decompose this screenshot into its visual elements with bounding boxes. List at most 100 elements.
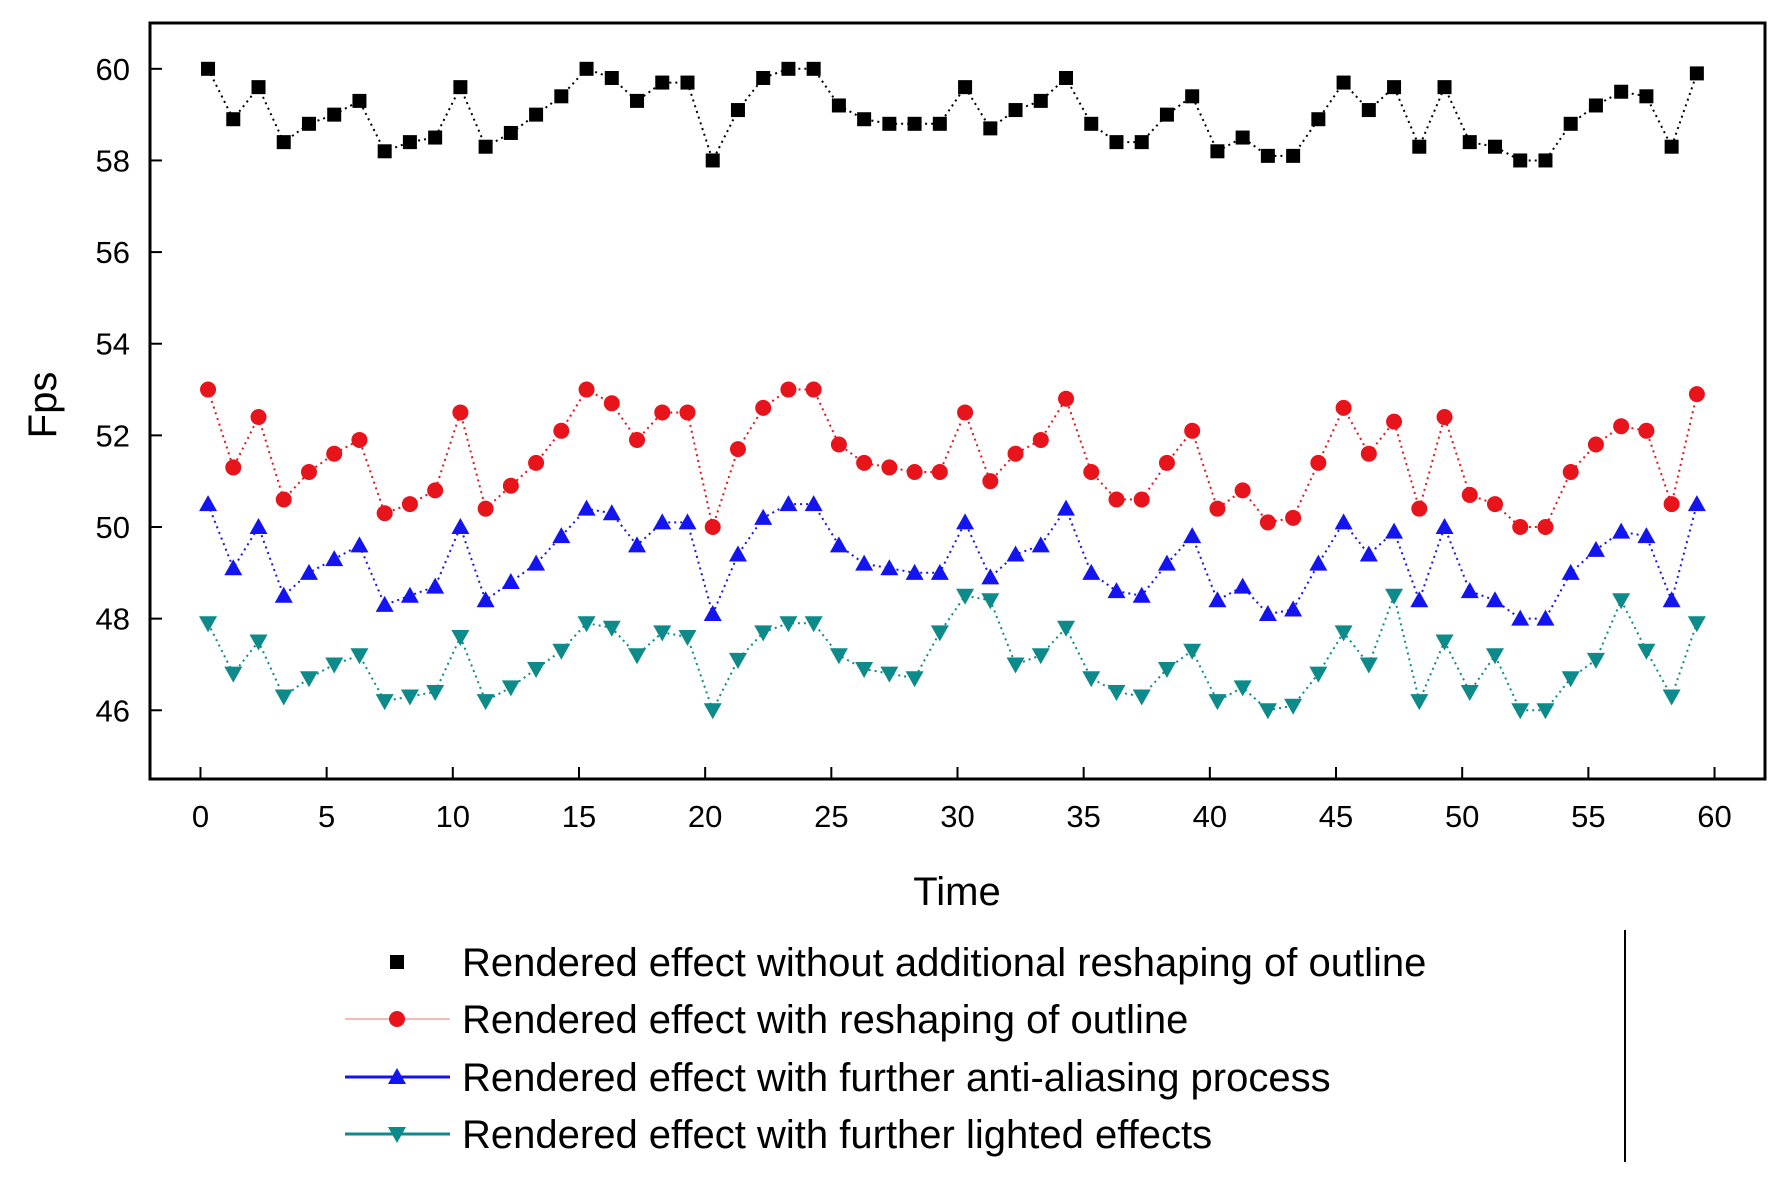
series-3-point-21 xyxy=(728,652,747,669)
series-3-point-59 xyxy=(1687,616,1706,633)
series-1-point-54 xyxy=(1562,464,1579,481)
series-0-point-19 xyxy=(680,75,695,90)
series-0-point-41 xyxy=(1235,130,1250,145)
x-tick-label-3: 15 xyxy=(562,799,596,834)
x-tick-label-2: 10 xyxy=(436,799,470,834)
y-tick-label-1: 48 xyxy=(96,602,130,637)
series-3-point-41 xyxy=(1233,680,1252,697)
series-3-point-7 xyxy=(375,694,394,711)
series-0-point-55 xyxy=(1588,98,1603,113)
series-3-point-51 xyxy=(1485,648,1504,665)
series-0-point-20 xyxy=(705,153,720,168)
series-0-point-36 xyxy=(1109,135,1124,150)
series-3-point-31 xyxy=(981,593,1000,610)
series-3-line xyxy=(207,592,1698,713)
series-3-point-42 xyxy=(1258,703,1277,720)
series-0-point-39 xyxy=(1185,89,1200,104)
series-1-point-15 xyxy=(578,381,595,398)
series-2-point-3 xyxy=(274,586,293,603)
series-0-point-17 xyxy=(630,93,645,108)
series-0-point-16 xyxy=(604,70,619,85)
series-3-point-30 xyxy=(956,588,975,605)
series-1-point-4 xyxy=(300,464,317,481)
series-2-point-8 xyxy=(400,586,419,603)
series-1-point-6 xyxy=(351,431,368,448)
series-3-point-2 xyxy=(249,634,268,651)
series-1-point-31 xyxy=(982,473,999,490)
series-2-point-49 xyxy=(1435,518,1454,534)
series-1-point-37 xyxy=(1133,491,1150,508)
series-2-point-0 xyxy=(199,495,218,512)
series-3-point-12 xyxy=(501,680,520,697)
series-0-point-54 xyxy=(1563,116,1578,131)
series-3 xyxy=(199,588,1706,720)
series-1-point-29 xyxy=(931,464,948,481)
series-0-point-42 xyxy=(1260,148,1275,163)
series-3-point-8 xyxy=(400,689,419,706)
x-axis-title: Time xyxy=(913,870,1000,914)
legend-marker-3 xyxy=(388,1127,406,1143)
legend-marker-1 xyxy=(389,1011,405,1027)
series-0-point-18 xyxy=(655,75,670,90)
series-3-point-38 xyxy=(1157,662,1176,679)
series-2-point-5 xyxy=(325,550,344,567)
x-tick-label-0: 0 xyxy=(192,799,209,834)
series-1-point-57 xyxy=(1638,422,1655,439)
series-3-point-50 xyxy=(1460,684,1479,701)
series-2-point-56 xyxy=(1612,522,1631,539)
series-0-point-47 xyxy=(1387,80,1402,95)
series-0-point-9 xyxy=(428,130,443,145)
legend-marker-2 xyxy=(388,1068,406,1084)
series-1-point-21 xyxy=(729,441,746,458)
series-1-point-49 xyxy=(1436,409,1453,426)
series-3-point-57 xyxy=(1637,643,1656,660)
series-1-point-12 xyxy=(502,477,519,494)
legend-label-black-square: Rendered effect without additional resha… xyxy=(462,941,1426,985)
series-2-point-7 xyxy=(375,595,394,612)
series-3-point-3 xyxy=(274,689,293,706)
series-0-point-6 xyxy=(352,93,367,108)
series-0-point-22 xyxy=(756,70,771,85)
series-0-point-48 xyxy=(1412,139,1427,154)
series-0-point-53 xyxy=(1538,153,1553,168)
series-1-point-20 xyxy=(704,519,721,535)
series-3-point-4 xyxy=(299,671,318,688)
series-3-point-35 xyxy=(1082,671,1101,688)
series-2-point-9 xyxy=(426,577,445,594)
series-2-point-20 xyxy=(703,605,722,622)
series-0-point-21 xyxy=(730,103,745,118)
series-1-point-2 xyxy=(250,409,267,426)
series-3-point-14 xyxy=(552,643,571,660)
series-3-point-39 xyxy=(1183,643,1202,660)
series-2-point-32 xyxy=(1006,545,1025,562)
series-1-point-9 xyxy=(427,482,444,499)
series-2-point-38 xyxy=(1157,554,1176,571)
series-2-point-39 xyxy=(1183,527,1202,544)
series-1-point-8 xyxy=(401,496,418,513)
series-2-point-2 xyxy=(249,518,268,534)
series-3-point-9 xyxy=(426,684,445,701)
series-1-point-40 xyxy=(1209,500,1226,517)
series-1-point-59 xyxy=(1688,386,1705,403)
series-3-point-55 xyxy=(1586,652,1605,669)
series-1-point-28 xyxy=(906,464,923,481)
series-3-point-40 xyxy=(1208,694,1227,711)
series-2-point-27 xyxy=(880,559,899,576)
series-2-point-12 xyxy=(501,572,520,589)
series-3-point-46 xyxy=(1359,657,1378,674)
series-2-point-55 xyxy=(1586,540,1605,557)
series-1-point-22 xyxy=(755,399,772,416)
series-3-point-37 xyxy=(1132,689,1151,706)
series-0-point-35 xyxy=(1084,116,1099,131)
y-tick-label-5: 56 xyxy=(96,235,130,270)
series-3-point-23 xyxy=(779,616,798,633)
series-3-point-45 xyxy=(1334,625,1353,642)
series-2-point-42 xyxy=(1258,605,1277,622)
series-3-point-47 xyxy=(1385,588,1404,605)
series-0 xyxy=(201,61,1704,168)
series-3-point-33 xyxy=(1031,648,1050,665)
series-3-point-53 xyxy=(1536,703,1555,720)
series-0-point-32 xyxy=(1008,103,1023,118)
x-tick-label-11: 55 xyxy=(1571,799,1605,834)
